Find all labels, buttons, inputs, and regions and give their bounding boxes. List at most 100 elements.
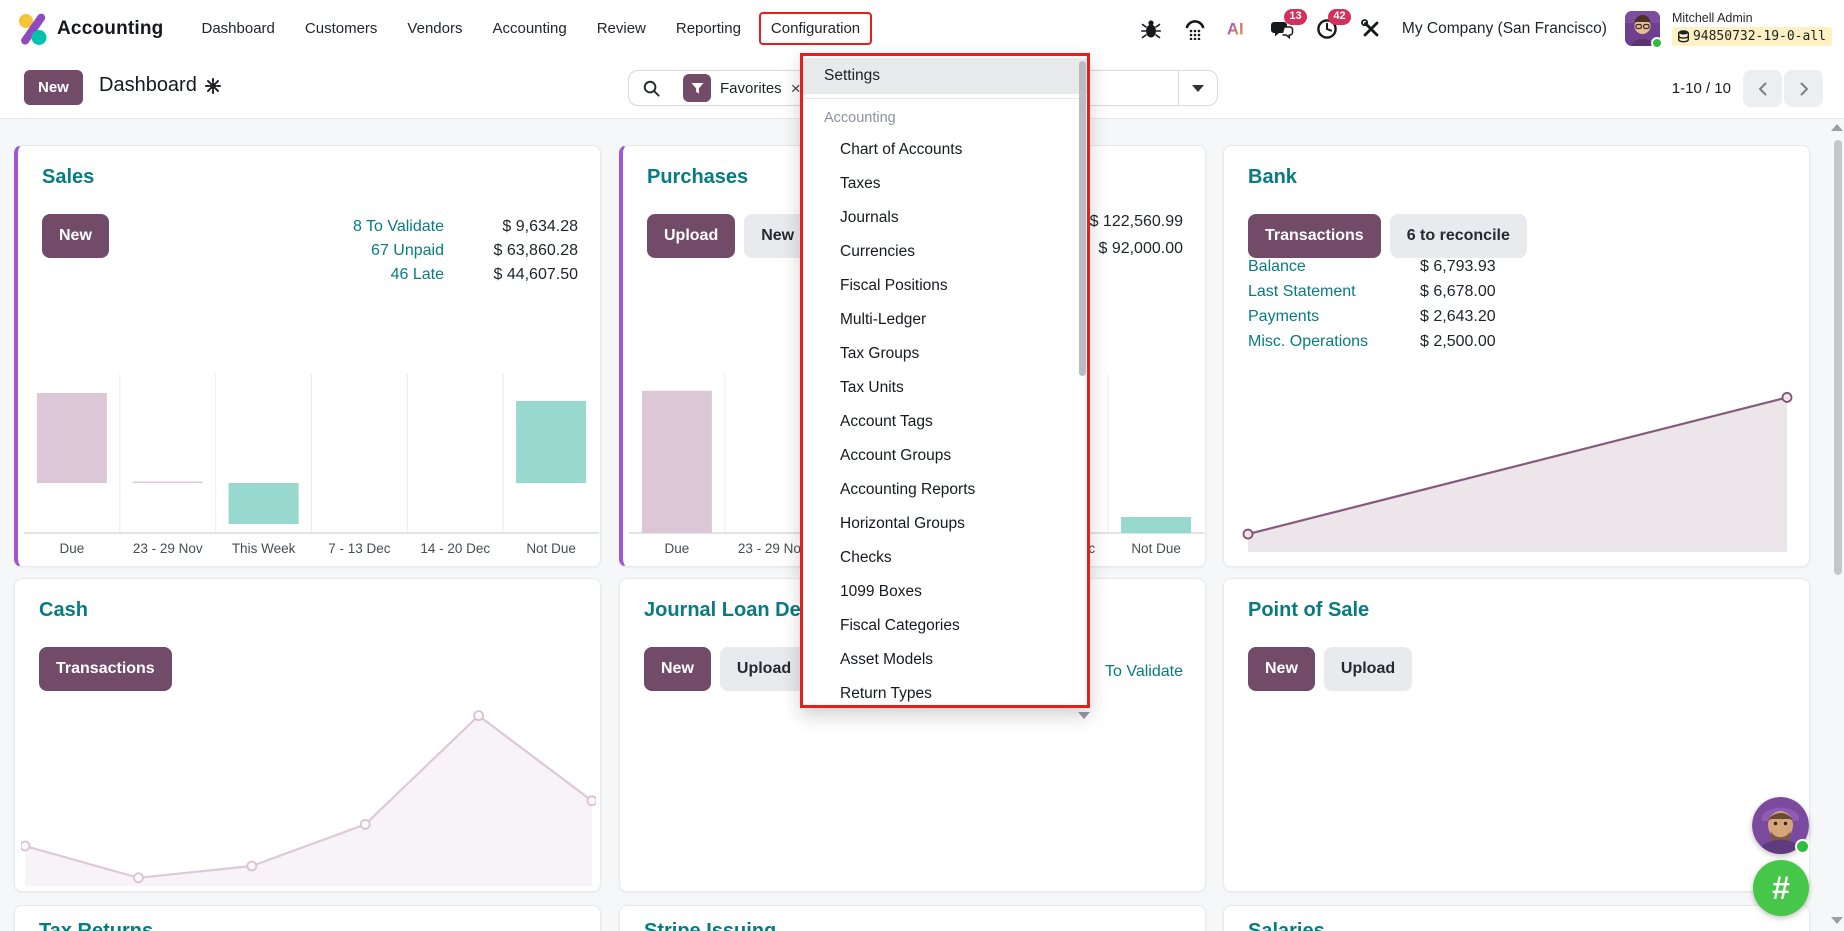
user-name[interactable]: Mitchell Admin	[1671, 11, 1753, 25]
chevron-down-icon	[1192, 84, 1204, 92]
chevron-right-icon	[1800, 82, 1808, 95]
app-name[interactable]: Accounting	[57, 17, 164, 39]
nav-item-accounting[interactable]: Accounting	[492, 20, 567, 37]
bank-card-title[interactable]: Bank	[1248, 166, 1297, 188]
menu-item-taxes[interactable]: Taxes	[840, 175, 881, 192]
journal-loan-upload-button[interactable]: Upload	[719, 647, 809, 691]
card-salaries: Salaries	[1223, 905, 1810, 931]
svg-text:Due: Due	[665, 541, 690, 556]
user-avatar[interactable]	[1624, 11, 1663, 49]
pos-card-title[interactable]: Point of Sale	[1248, 599, 1370, 621]
dropdown-scrollbar-thumb[interactable]	[1079, 61, 1086, 376]
menu-item-account-tags[interactable]: Account Tags	[840, 413, 933, 430]
bank-reconcile-button[interactable]: 6 to reconcile	[1389, 214, 1527, 258]
menu-item-chart-of-accounts[interactable]: Chart of Accounts	[840, 141, 963, 158]
pos-upload-button[interactable]: Upload	[1323, 647, 1413, 691]
gear-icon[interactable]	[204, 77, 221, 94]
purchases-upload-button[interactable]: Upload	[647, 214, 736, 258]
card-point-of-sale: Point of Sale New Upload	[1223, 578, 1810, 892]
menu-item-fiscal-categories[interactable]: Fiscal Categories	[840, 617, 960, 634]
bank-kpis: Balance $ 6,793.93 Last Statement $ 6,67…	[1248, 258, 1496, 351]
pager-previous-button[interactable]	[1743, 70, 1782, 107]
nav-item-configuration[interactable]: Configuration	[758, 12, 873, 45]
main-scrollbar-thumb[interactable]	[1834, 140, 1842, 575]
bank-transactions-button[interactable]: Transactions	[1248, 214, 1381, 258]
bank-last-statement-link[interactable]: Last Statement	[1248, 283, 1356, 300]
sales-unpaid-link[interactable]: 67 Unpaid	[371, 242, 444, 259]
floating-user-avatar[interactable]	[1752, 797, 1810, 854]
stripe-issuing-card-title[interactable]: Stripe Issuing	[644, 920, 777, 931]
filter-funnel-icon[interactable]	[683, 74, 711, 102]
purchases-new-button[interactable]: New	[744, 214, 812, 258]
nav-item-dashboard[interactable]: Dashboard	[201, 20, 275, 37]
menu-item-checks[interactable]: Checks	[840, 549, 892, 566]
nav-item-vendors[interactable]: Vendors	[407, 20, 463, 37]
search-divider	[1178, 70, 1179, 106]
sales-card-title[interactable]: Sales	[42, 166, 95, 188]
menu-item-multi-ledger[interactable]: Multi-Ledger	[840, 311, 927, 328]
ai-icon[interactable]: AI	[1226, 16, 1252, 42]
card-tax-returns: Tax Returns	[14, 905, 601, 931]
pager-next-button[interactable]	[1784, 70, 1823, 107]
search-dropdown-toggle[interactable]	[1179, 71, 1217, 105]
menu-item-journals[interactable]: Journals	[840, 209, 899, 226]
menu-item-tax-units[interactable]: Tax Units	[840, 379, 904, 396]
database-badge[interactable]: 94850732-19-0-all	[1671, 27, 1832, 46]
menu-item-tax-groups[interactable]: Tax Groups	[840, 345, 920, 362]
discuss-channel-button[interactable]: #	[1753, 860, 1809, 916]
menu-item-fiscal-positions[interactable]: Fiscal Positions	[840, 277, 948, 294]
menu-item-currencies[interactable]: Currencies	[840, 243, 915, 260]
bank-balance-link[interactable]: Balance	[1248, 258, 1306, 275]
journal-loan-new-button[interactable]: New	[644, 647, 711, 691]
svg-text:7 - 13 Dec: 7 - 13 Dec	[328, 541, 391, 556]
tools-icon[interactable]	[1358, 16, 1384, 42]
sales-late-link[interactable]: 46 Late	[390, 266, 444, 283]
bug-icon[interactable]	[1138, 16, 1164, 42]
tax-returns-card-title[interactable]: Tax Returns	[39, 920, 154, 931]
menu-item-account-groups[interactable]: Account Groups	[840, 447, 952, 464]
journal-loan-to-validate-link[interactable]: To Validate	[1105, 663, 1183, 680]
menu-item-settings[interactable]: Settings	[803, 58, 1087, 94]
user-info: Mitchell Admin 94850732-19-0-all	[1671, 11, 1832, 46]
facet-remove-icon[interactable]: ×	[790, 78, 801, 98]
bank-misc-operations-amount: $ 2,500.00	[1420, 333, 1496, 350]
sales-new-button[interactable]: New	[42, 214, 109, 258]
main-menu: Dashboard Customers Vendors Accounting Revie…	[192, 12, 873, 45]
pager: 1-10 / 10	[1672, 70, 1823, 107]
accounting-app-logo-icon[interactable]	[16, 12, 50, 46]
sales-to-validate-link[interactable]: 8 To Validate	[352, 218, 444, 235]
search-facet-favorites[interactable]: Favorites	[720, 79, 782, 97]
menu-item-asset-models[interactable]: Asset Models	[840, 651, 934, 668]
card-stripe-issuing: Stripe Issuing	[619, 905, 1206, 931]
sales-chart: Due 23 - 29 Nov This Week 7 - 13 Dec 14 - 20…	[24, 374, 599, 556]
scroll-down-arrow-icon[interactable]	[1831, 917, 1843, 924]
discuss-hash-icon: #	[1772, 869, 1790, 906]
cash-card-title[interactable]: Cash	[39, 599, 88, 621]
cash-transactions-button[interactable]: Transactions	[39, 647, 172, 691]
bank-last-statement-amount: $ 6,678.00	[1420, 283, 1496, 300]
activities-clock-icon[interactable]: 42	[1314, 8, 1352, 42]
nav-item-review[interactable]: Review	[596, 20, 646, 37]
menu-item-horizontal-groups[interactable]: Horizontal Groups	[840, 515, 965, 532]
purchases-card-title[interactable]: Purchases	[647, 166, 749, 188]
messages-icon[interactable]: 13	[1270, 8, 1308, 42]
salaries-card-title[interactable]: Salaries	[1248, 920, 1325, 931]
bank-misc-operations-link[interactable]: Misc. Operations	[1248, 333, 1369, 350]
nav-item-customers[interactable]: Customers	[304, 20, 378, 37]
menu-item-accounting-reports[interactable]: Accounting Reports	[840, 481, 976, 498]
pos-new-button[interactable]: New	[1248, 647, 1315, 691]
menu-item-return-types[interactable]: Return Types	[840, 685, 932, 702]
sales-kpis: 8 To Validate $ 9,634.28 67 Unpaid $ 63,…	[353, 218, 578, 284]
pager-range: 1-10 / 10	[1671, 80, 1731, 97]
softphone-icon[interactable]	[1182, 16, 1208, 42]
top-navbar: Accounting Dashboard Customers Vendors Acco…	[0, 0, 1844, 57]
nav-item-reporting[interactable]: Reporting	[675, 20, 741, 37]
new-button[interactable]: New	[24, 70, 83, 105]
bank-balance-amount: $ 6,793.93	[1420, 258, 1496, 275]
menu-item-1099-boxes[interactable]: 1099 Boxes	[840, 583, 922, 600]
journal-loan-card-title[interactable]: Journal Loan De	[644, 599, 801, 621]
menu-section-accounting: Accounting	[824, 110, 896, 126]
company-switcher[interactable]: My Company (San Francisco)	[1401, 19, 1607, 37]
bank-payments-link[interactable]: Payments	[1248, 308, 1320, 325]
scroll-up-arrow-icon[interactable]	[1831, 124, 1843, 131]
